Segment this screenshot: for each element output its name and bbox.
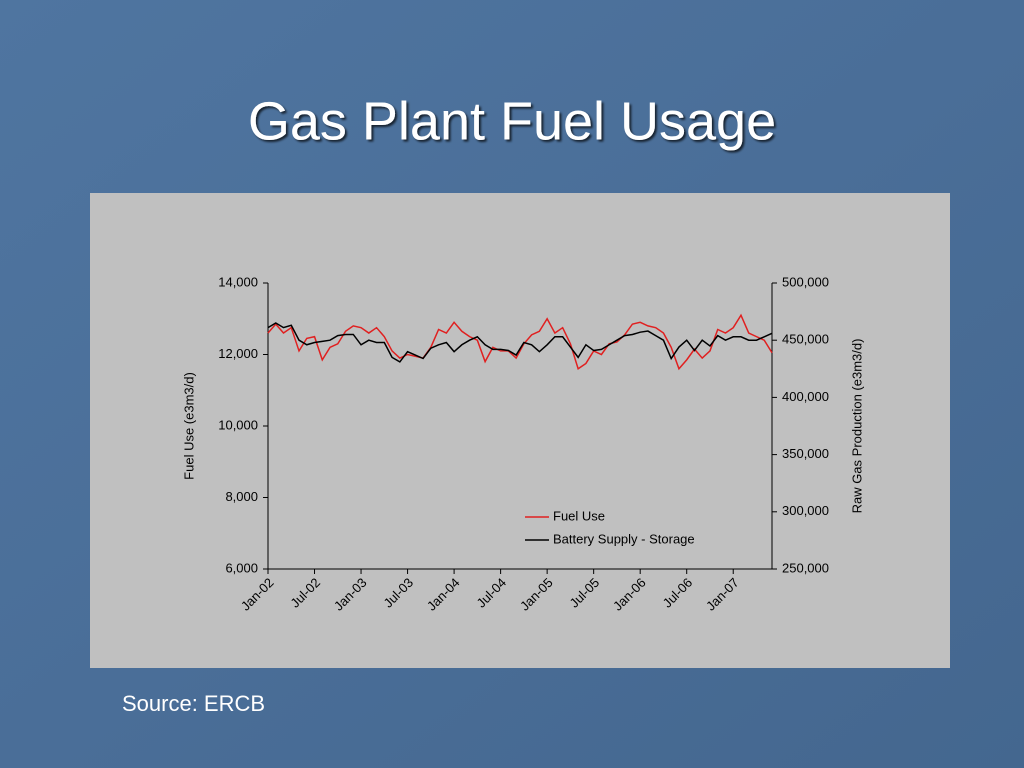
chart-panel: [90, 193, 950, 668]
legend-label: Fuel Use: [553, 508, 605, 523]
y-tick-label: 12,000: [218, 346, 258, 361]
y-tick-label: 10,000: [218, 417, 258, 432]
series-line: [267, 313, 773, 371]
y2-axis-title: Raw Gas Production (e3m3/d): [849, 339, 864, 514]
y-tick-label: 8,000: [225, 489, 258, 504]
y2-tick-label: 350,000: [782, 446, 829, 461]
slide-title: Gas Plant Fuel Usage: [248, 91, 776, 151]
source: Source: ERCB: [122, 691, 265, 716]
y2-tick-label: 450,000: [782, 332, 829, 347]
y2-tick-label: 500,000: [782, 274, 829, 289]
y-tick-label: 6,000: [225, 560, 258, 575]
y2-tick-label: 300,000: [782, 503, 829, 518]
series-line: [267, 322, 773, 363]
y-tick-label: 14,000: [218, 274, 258, 289]
y2-tick-label: 250,000: [782, 560, 829, 575]
y2-tick-label: 400,000: [782, 389, 829, 404]
legend-label: Battery Supply - Storage: [553, 531, 695, 546]
y-axis-title: Fuel Use (e3m3/d): [181, 372, 196, 480]
